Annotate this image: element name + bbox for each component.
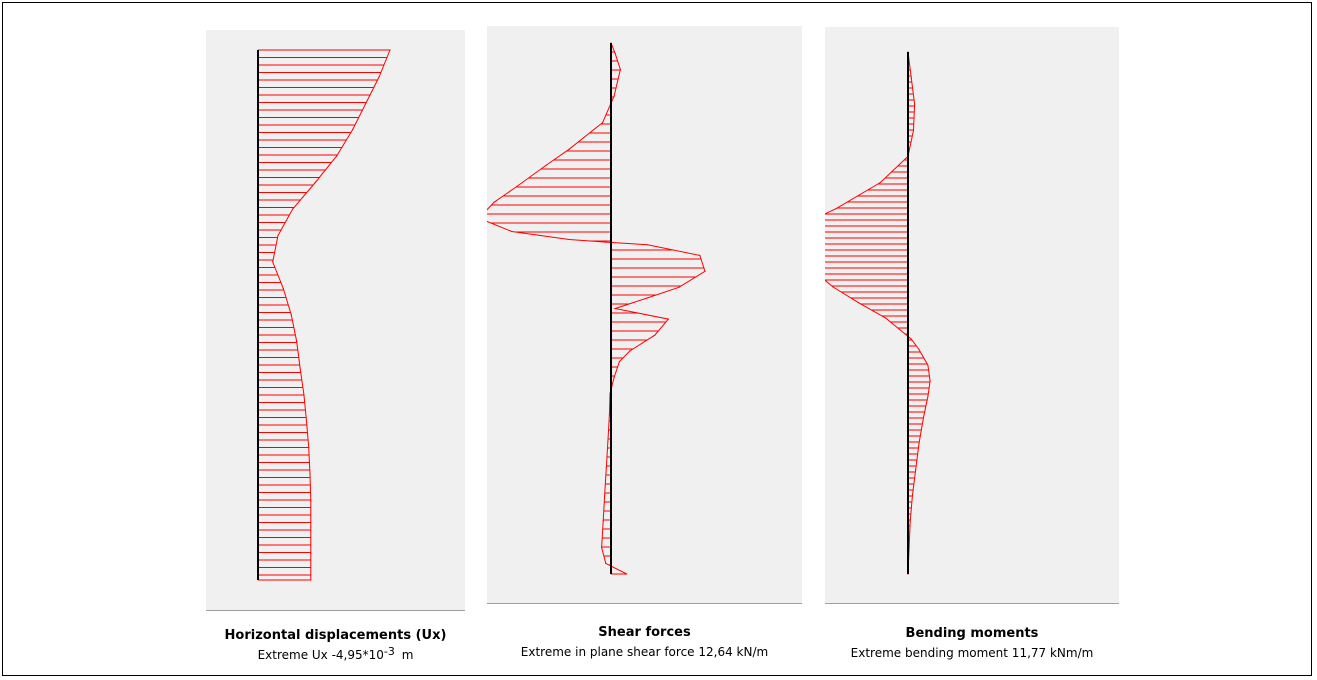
shear-data-point: [568, 148, 570, 150]
moment-data-point: [910, 338, 912, 340]
displacement-data-point: [310, 526, 312, 528]
shear-data-point: [607, 440, 609, 442]
moment-data-point: [909, 521, 911, 523]
moment-data-point: [929, 380, 931, 382]
moment-curve: [825, 51, 931, 575]
moment-data-point: [835, 208, 837, 210]
displacement-extreme-unit: m: [401, 648, 414, 662]
displacement-data-point: [365, 102, 367, 104]
moment-data-point: [918, 348, 920, 351]
moment-panel: Bending moments Extreme bending moment 1…: [825, 27, 1119, 671]
displacement-panel: Horizontal displacements (Ux) Extreme Ux…: [206, 30, 465, 671]
displacement-data-point: [272, 261, 274, 263]
displacement-data-point: [310, 579, 312, 581]
shear-data-point: [493, 201, 495, 203]
moment-data-point: [911, 495, 913, 497]
shear-data-point: [605, 241, 607, 243]
moment-caption: Bending moments Extreme bending moment 1…: [825, 603, 1119, 671]
shear-data-point: [614, 307, 616, 310]
moment-data-point: [922, 416, 925, 418]
shear-data-point: [602, 122, 604, 124]
shear-data-point: [613, 376, 615, 379]
shear-data-point: [605, 562, 607, 565]
shear-data-point: [511, 230, 513, 233]
shear-extreme: Extreme in plane shear force 12,64 kN/m: [520, 645, 769, 659]
shear-data-point: [618, 361, 620, 363]
displacement-data-point: [299, 367, 301, 369]
shear-data-point: [699, 254, 701, 256]
moment-data-point: [914, 103, 916, 105]
shear-data-point: [614, 53, 616, 55]
shear-diagram: [487, 42, 706, 575]
shear-data-point: [647, 244, 649, 246]
displacement-data-point: [292, 208, 294, 210]
moment-data-point: [912, 129, 915, 131]
displacement-caption: Horizontal displacements (Ux) Extreme Ux…: [206, 610, 465, 671]
shear-data-point: [654, 334, 656, 336]
displacement-extreme: Extreme Ux -4,95*10-3 m: [206, 644, 465, 663]
displacement-data-point: [305, 420, 308, 422]
shear-data-point: [604, 493, 606, 495]
displacement-data-point: [309, 473, 311, 475]
shear-data-point: [602, 520, 604, 522]
moment-data-point: [915, 469, 917, 471]
displacement-extreme-exponent: -3: [383, 645, 395, 658]
shear-data-point: [613, 95, 615, 97]
displacement-data-point: [303, 393, 305, 396]
moment-extreme: Extreme bending moment 11,77 kNm/m: [850, 646, 1094, 660]
shear-data-point: [568, 238, 570, 241]
moment-data-point: [918, 442, 920, 445]
displacement-data-point: [308, 446, 310, 449]
shear-data-point: [667, 318, 669, 320]
shear-data-point: [626, 573, 628, 575]
shear-data-point: [678, 286, 680, 288]
moment-data-point: [879, 181, 881, 184]
displacement-data-point: [389, 49, 391, 51]
moment-title: Bending moments: [905, 626, 1039, 641]
moment-data-point: [927, 395, 929, 398]
shear-title: Shear forces: [598, 625, 691, 640]
displacement-title: Horizontal displacements (Ux): [224, 628, 447, 643]
shear-data-point: [704, 270, 706, 272]
displacement-data-point: [296, 340, 298, 343]
shear-data-point: [545, 164, 547, 166]
shear-curve: [487, 42, 706, 575]
shear-data-point: [629, 350, 631, 352]
displacement-data-point: [310, 499, 312, 502]
moment-diagram: [825, 51, 931, 575]
shear-data-point: [605, 467, 607, 469]
moment-data-point: [885, 317, 887, 319]
displacement-data-point: [282, 287, 284, 290]
shear-caption: Shear forces Extreme in plane shear forc…: [487, 603, 802, 671]
displacement-data-point: [378, 75, 380, 78]
shear-data-point: [601, 546, 603, 549]
displacement-data-point: [310, 552, 312, 555]
displacement-data-point: [336, 155, 338, 157]
displacement-diagram: [257, 49, 391, 581]
displacement-data-point: [290, 314, 292, 316]
moment-data-point: [927, 364, 929, 366]
shear-data-point: [516, 185, 518, 187]
moment-data-point: [910, 77, 912, 79]
shear-data-point: [619, 68, 621, 71]
displacement-data-point: [314, 181, 316, 184]
shear-data-point: [647, 297, 649, 299]
displacement-data-point: [352, 128, 354, 131]
displacement-extreme-label: Extreme Ux -4,95*10: [257, 648, 384, 662]
moment-data-point: [857, 302, 859, 304]
moment-data-point: [832, 286, 834, 288]
displacement-data-point: [277, 234, 279, 237]
shear-data-point: [608, 414, 610, 416]
shear-panel: Shear forces Extreme in plane shear forc…: [487, 26, 802, 671]
